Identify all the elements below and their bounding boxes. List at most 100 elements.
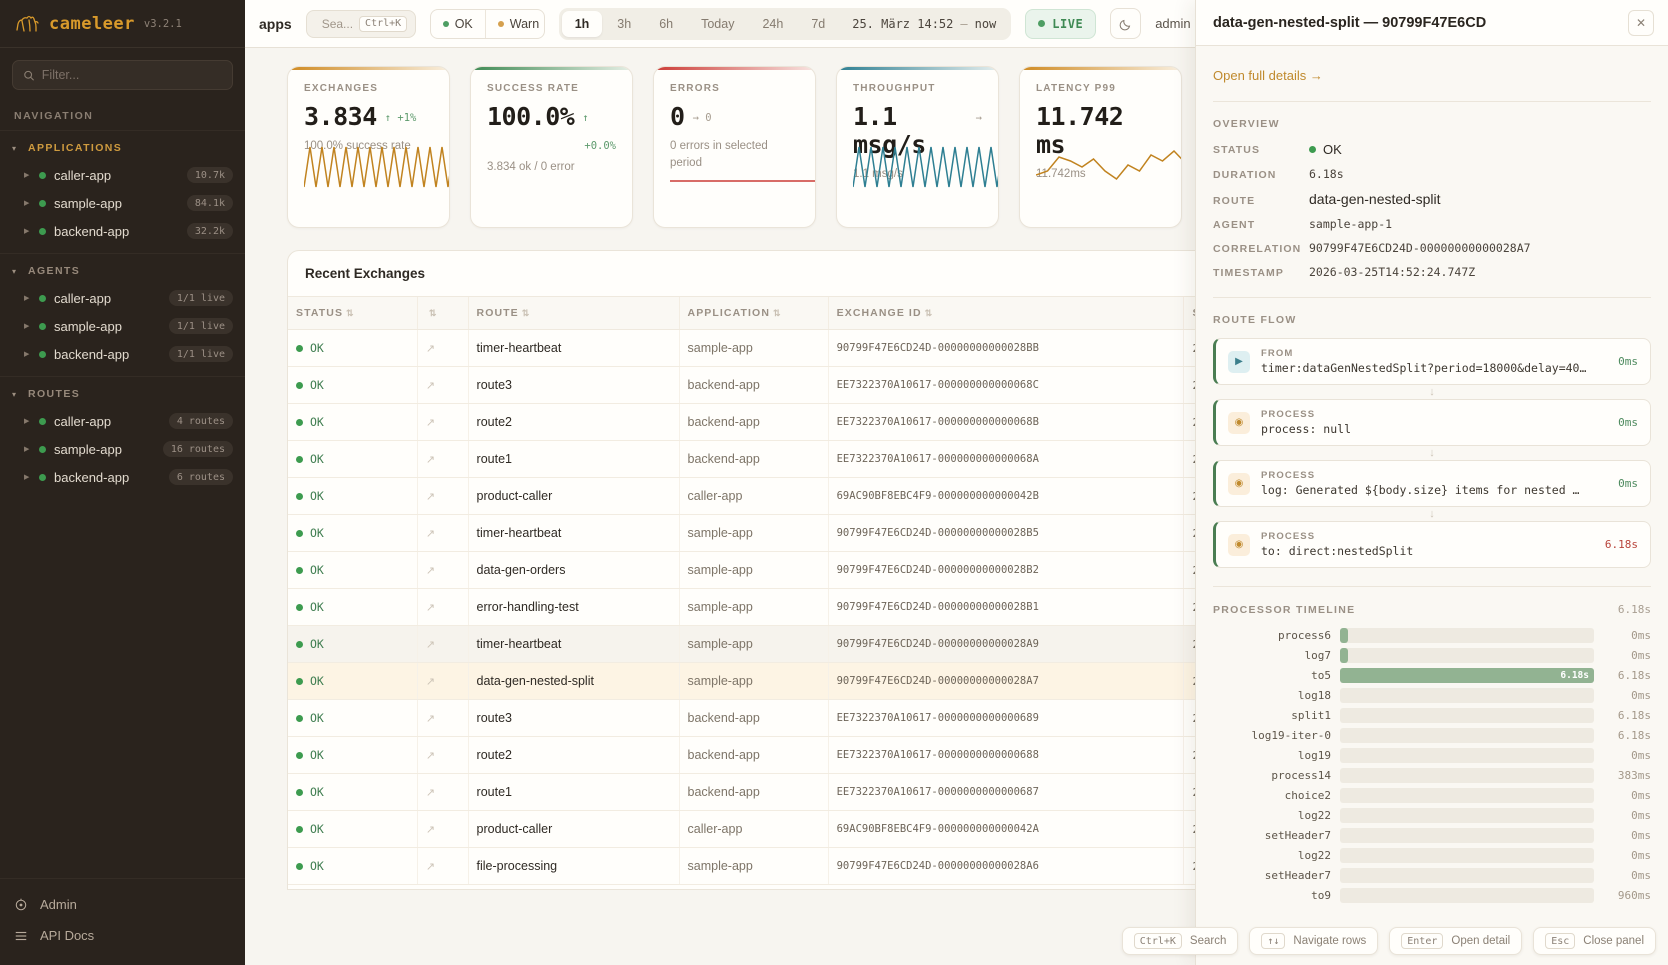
close-icon[interactable]: ✕ — [1628, 9, 1654, 36]
range-button-24h[interactable]: 24h — [762, 16, 784, 31]
timeline-row-split1[interactable]: split1 6.18s — [1213, 708, 1651, 723]
row-expand-icon[interactable]: ↗ — [417, 403, 469, 441]
row-application: sample-app — [679, 625, 829, 663]
timeline-bar-track — [1340, 708, 1594, 723]
range-button-Today[interactable]: Today — [701, 16, 735, 31]
table-col-status[interactable]: STATUS ⇅ — [288, 297, 418, 330]
search-input[interactable]: Sea... Ctrl+K — [305, 9, 416, 38]
row-expand-icon[interactable]: ↗ — [417, 588, 469, 626]
timeline-row-setHeader7[interactable]: setHeader7 0ms — [1213, 868, 1651, 883]
row-expand-icon[interactable]: ↗ — [417, 366, 469, 404]
timeline-row-process6[interactable]: process6 0ms — [1213, 628, 1651, 643]
sidebar-item-label: caller-app — [54, 413, 112, 429]
flow-node-process-3[interactable]: ◉ PROCESS to: direct:nestedSplit 6.18s — [1213, 521, 1651, 568]
sidebar-item-backend-app[interactable]: ▶ backend-app 32.2k — [0, 217, 245, 245]
kpi-card-latency-p99[interactable]: LATENCY P99 11.742 ms 11.742ms — [1019, 66, 1182, 228]
sidebar-group-header-routes[interactable]: ▾ ROUTES — [0, 381, 245, 407]
sidebar-item-sample-app[interactable]: ▶ sample-app 84.1k — [0, 189, 245, 217]
flow-node-from-0[interactable]: ▶ FROM timer:dataGenNestedSplit?period=1… — [1213, 338, 1651, 385]
table-col-icon[interactable]: ⇅ — [417, 297, 469, 330]
timeline-row-to9[interactable]: to9 960ms — [1213, 888, 1651, 903]
sidebar-filter-input[interactable] — [41, 68, 222, 82]
row-expand-icon[interactable]: ↗ — [417, 440, 469, 478]
row-expand-icon[interactable]: ↗ — [417, 847, 469, 885]
breadcrumb[interactable]: apps — [259, 15, 292, 32]
row-status-label: OK — [310, 563, 324, 577]
flow-duration: 0ms — [1618, 416, 1638, 429]
timeline-name: log22 — [1297, 849, 1331, 862]
flow-node-process-1[interactable]: ◉ PROCESS process: null 0ms — [1213, 399, 1651, 446]
row-expand-icon[interactable]: ↗ — [417, 551, 469, 589]
status-chip-ok[interactable]: OK — [431, 9, 486, 38]
timeline-row-to5[interactable]: to5 6.18s 6.18s — [1213, 668, 1651, 683]
sort-icon: ⇅ — [346, 308, 355, 318]
sidebar-item-sample-app[interactable]: ▶ sample-app 16 routes — [0, 435, 245, 463]
brand-name: cameleer — [49, 13, 135, 34]
timeline-row-choice2[interactable]: choice2 0ms — [1213, 788, 1651, 803]
kpi-card-exchanges[interactable]: EXCHANGES 3.834 ↑ +1% 100.0% success rat… — [287, 66, 450, 228]
range-button-3h[interactable]: 3h — [617, 16, 632, 31]
sidebar-item-label: backend-app — [54, 469, 130, 485]
kpi-card-throughput[interactable]: THROUGHPUT 1.1 msg/s → 1.1 msg/s — [836, 66, 999, 228]
kpi-subtext: 100.0% success rate — [304, 140, 411, 152]
kpi-card-errors[interactable]: ERRORS 0 → 0 0 errors in selected period — [653, 66, 816, 228]
sidebar-item-api-docs[interactable]: API Docs — [0, 920, 245, 951]
row-exchange-id: EE7322370A10617-0000000000000687 — [828, 773, 1185, 811]
timeline-row-log19[interactable]: log19 0ms — [1213, 748, 1651, 763]
timeline-row-setHeader7[interactable]: setHeader7 0ms — [1213, 828, 1651, 843]
row-expand-icon[interactable]: ↗ — [417, 699, 469, 737]
range-button-7d[interactable]: 7d — [811, 16, 826, 31]
flow-kind: PROCESS — [1261, 531, 1316, 542]
open-full-details-link[interactable]: Open full details → — [1213, 68, 1323, 83]
timeline-name: log22 — [1297, 809, 1331, 822]
row-route: product-caller — [468, 477, 680, 515]
sidebar: cameleer v3.2.1 NAVIGATION ▾ APPLICATION… — [0, 0, 245, 965]
sidebar-item-badge: 10.7k — [186, 167, 233, 183]
table-col-application[interactable]: APPLICATION ⇅ — [679, 297, 829, 330]
row-expand-icon[interactable]: ↗ — [417, 477, 469, 515]
range-button-6h[interactable]: 6h — [659, 16, 674, 31]
status-dot — [39, 227, 46, 235]
timeline-row-process14[interactable]: process14 383ms — [1213, 768, 1651, 783]
timeline-row-log22[interactable]: log22 0ms — [1213, 808, 1651, 823]
timeline-row-log18[interactable]: log18 0ms — [1213, 688, 1651, 703]
sidebar-group-label: AGENTS — [28, 265, 81, 277]
sidebar-item-caller-app[interactable]: ▶ caller-app 1/1 live — [0, 284, 245, 312]
row-status: OK — [296, 748, 409, 762]
row-expand-icon[interactable]: ↗ — [417, 773, 469, 811]
sidebar-filter[interactable] — [12, 60, 233, 90]
row-expand-icon[interactable]: ↗ — [417, 625, 469, 663]
status-dot — [296, 455, 303, 463]
brand[interactable]: cameleer v3.2.1 — [0, 0, 245, 48]
row-expand-icon[interactable]: ↗ — [417, 514, 469, 552]
status-chip-warn[interactable]: Warn — [486, 10, 544, 38]
row-application: backend-app — [679, 736, 829, 774]
sidebar-group-header-applications[interactable]: ▾ APPLICATIONS — [0, 135, 245, 161]
live-toggle[interactable]: LIVE — [1025, 8, 1097, 39]
row-expand-icon[interactable]: ↗ — [417, 662, 469, 700]
timeline-row-log22[interactable]: log22 0ms — [1213, 848, 1651, 863]
flow-node-process-2[interactable]: ◉ PROCESS log: Generated ${body.size} it… — [1213, 460, 1651, 507]
timeline-row-log19-iter-0[interactable]: log19-iter-0 6.18s — [1213, 728, 1651, 743]
chevron-down-icon: ▾ — [12, 143, 17, 153]
range-button-1h[interactable]: 1h — [561, 10, 603, 37]
sidebar-item-caller-app[interactable]: ▶ caller-app 4 routes — [0, 407, 245, 435]
row-expand-icon[interactable]: ↗ — [417, 736, 469, 774]
table-col-route[interactable]: ROUTE ⇅ — [468, 297, 680, 330]
kpi-card-success-rate[interactable]: SUCCESS RATE 100.0% ↑ +0.0% 3.834 ok / 0… — [470, 66, 633, 228]
processor-timeline-label: PROCESSOR TIMELINE — [1213, 604, 1356, 616]
sidebar-item-sample-app[interactable]: ▶ sample-app 1/1 live — [0, 312, 245, 340]
sidebar-item-admin[interactable]: Admin — [0, 889, 245, 920]
sidebar-item-backend-app[interactable]: ▶ backend-app 1/1 live — [0, 340, 245, 368]
theme-toggle-button[interactable] — [1110, 8, 1142, 39]
table-col-exchange-id[interactable]: EXCHANGE ID ⇅ — [828, 297, 1185, 330]
flow-connector-arrow: ↓ — [1429, 447, 1435, 459]
timeline-row-log7[interactable]: log7 0ms — [1213, 648, 1651, 663]
time-range-value[interactable]: 25. März 14:52 — now — [840, 17, 1008, 31]
row-expand-icon[interactable]: ↗ — [417, 810, 469, 848]
sidebar-group-header-agents[interactable]: ▾ AGENTS — [0, 258, 245, 284]
sidebar-item-caller-app[interactable]: ▶ caller-app 10.7k — [0, 161, 245, 189]
row-expand-icon[interactable]: ↗ — [417, 329, 469, 367]
sidebar-item-backend-app[interactable]: ▶ backend-app 6 routes — [0, 463, 245, 491]
table-col-label: ROUTE — [476, 307, 519, 319]
